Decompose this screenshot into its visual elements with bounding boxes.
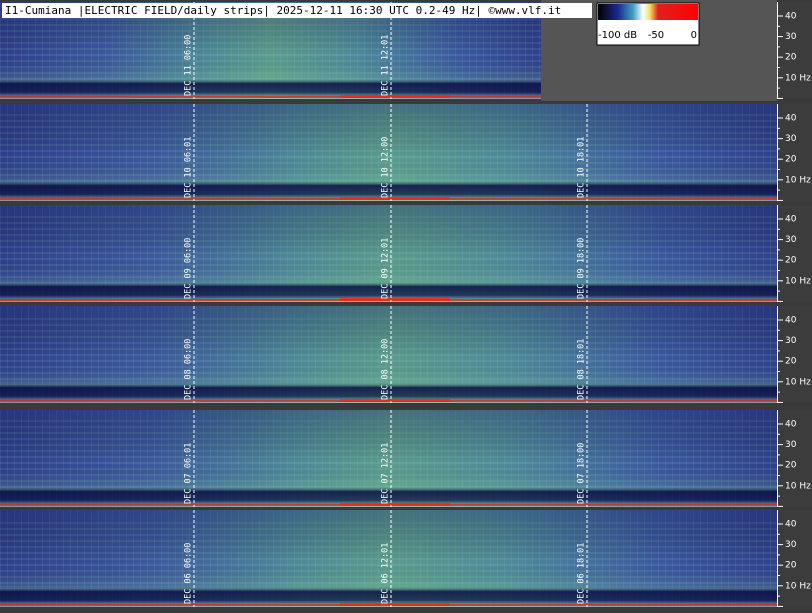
axis-panel: [777, 104, 812, 201]
time-label: DEC 10 18:01: [577, 137, 587, 198]
time-label: DEC 11 06:00: [184, 35, 194, 96]
legend-label: 0: [691, 30, 697, 41]
time-label: DEC 09 18:00: [577, 238, 587, 299]
header-title: I1-Cumiana |ELECTRIC FIELD/daily strips|…: [5, 4, 561, 17]
noise-band-hot: [340, 95, 450, 98]
shade: [0, 410, 777, 507]
noise-band-hot: [340, 603, 450, 606]
shade: [0, 306, 777, 403]
frequency-label: 10 Hz: [785, 175, 811, 185]
frequency-label: 30: [785, 440, 797, 450]
frequency-label: 10 Hz: [785, 581, 811, 591]
frequency-label: 40: [785, 520, 797, 530]
axis-panel: [777, 2, 812, 99]
frequency-label: 40: [785, 114, 797, 124]
header-box: [2, 3, 592, 18]
time-label: DEC 11 12:01: [381, 35, 391, 96]
shade: [0, 205, 777, 302]
axis-panel: [777, 510, 812, 607]
time-label: DEC 06 12:01: [381, 543, 391, 604]
shade: [0, 104, 777, 201]
shade: [0, 2, 541, 99]
legend-label: -100 dB: [598, 30, 637, 41]
frequency-label: 20: [785, 461, 797, 471]
frequency-label: 20: [785, 53, 797, 63]
frequency-label: 20: [785, 256, 797, 266]
color-bar: [598, 4, 698, 20]
time-label: DEC 08 18:01: [577, 339, 587, 400]
time-label: DEC 09 06:00: [184, 238, 194, 299]
frequency-label: 10 Hz: [785, 481, 811, 491]
frequency-label: 40: [785, 420, 797, 430]
frequency-label: 10 Hz: [785, 377, 811, 387]
time-label: DEC 06 18:01: [577, 543, 587, 604]
axis-panel: [777, 306, 812, 403]
noise-band: [0, 96, 541, 98]
noise-band-hot: [340, 197, 450, 200]
time-label: DEC 10 12:00: [381, 137, 391, 198]
time-label: DEC 06 06:00: [184, 543, 194, 604]
shade: [0, 510, 777, 607]
frequency-label: 30: [785, 235, 797, 245]
noise-band-hot: [340, 503, 450, 506]
frequency-label: 40: [785, 316, 797, 326]
axis-panel: [777, 410, 812, 507]
legend-label: -50: [648, 30, 664, 41]
frequency-label: 30: [785, 32, 797, 42]
time-label: DEC 07 06:01: [184, 443, 194, 504]
time-label: DEC 07 12:01: [381, 443, 391, 504]
frequency-label: 30: [785, 336, 797, 346]
frequency-label: 30: [785, 540, 797, 550]
frequency-label: 10 Hz: [785, 276, 811, 286]
time-label: DEC 07 18:00: [577, 443, 587, 504]
frequency-label: 30: [785, 134, 797, 144]
frequency-label: 20: [785, 357, 797, 367]
axis-panel: [777, 205, 812, 302]
frequency-label: 10 Hz: [785, 73, 811, 83]
time-label: DEC 08 06:00: [184, 339, 194, 400]
time-label: DEC 10 06:01: [184, 137, 194, 198]
frequency-label: 40: [785, 215, 797, 225]
noise-band-hot: [340, 399, 450, 402]
time-label: DEC 09 12:01: [381, 238, 391, 299]
frequency-label: 20: [785, 561, 797, 571]
frequency-label: 40: [785, 12, 797, 22]
legend: -100 dB -50 0: [596, 2, 700, 46]
frequency-label: 20: [785, 155, 797, 165]
time-label: DEC 08 12:00: [381, 339, 391, 400]
noise-band-hot: [340, 298, 450, 301]
